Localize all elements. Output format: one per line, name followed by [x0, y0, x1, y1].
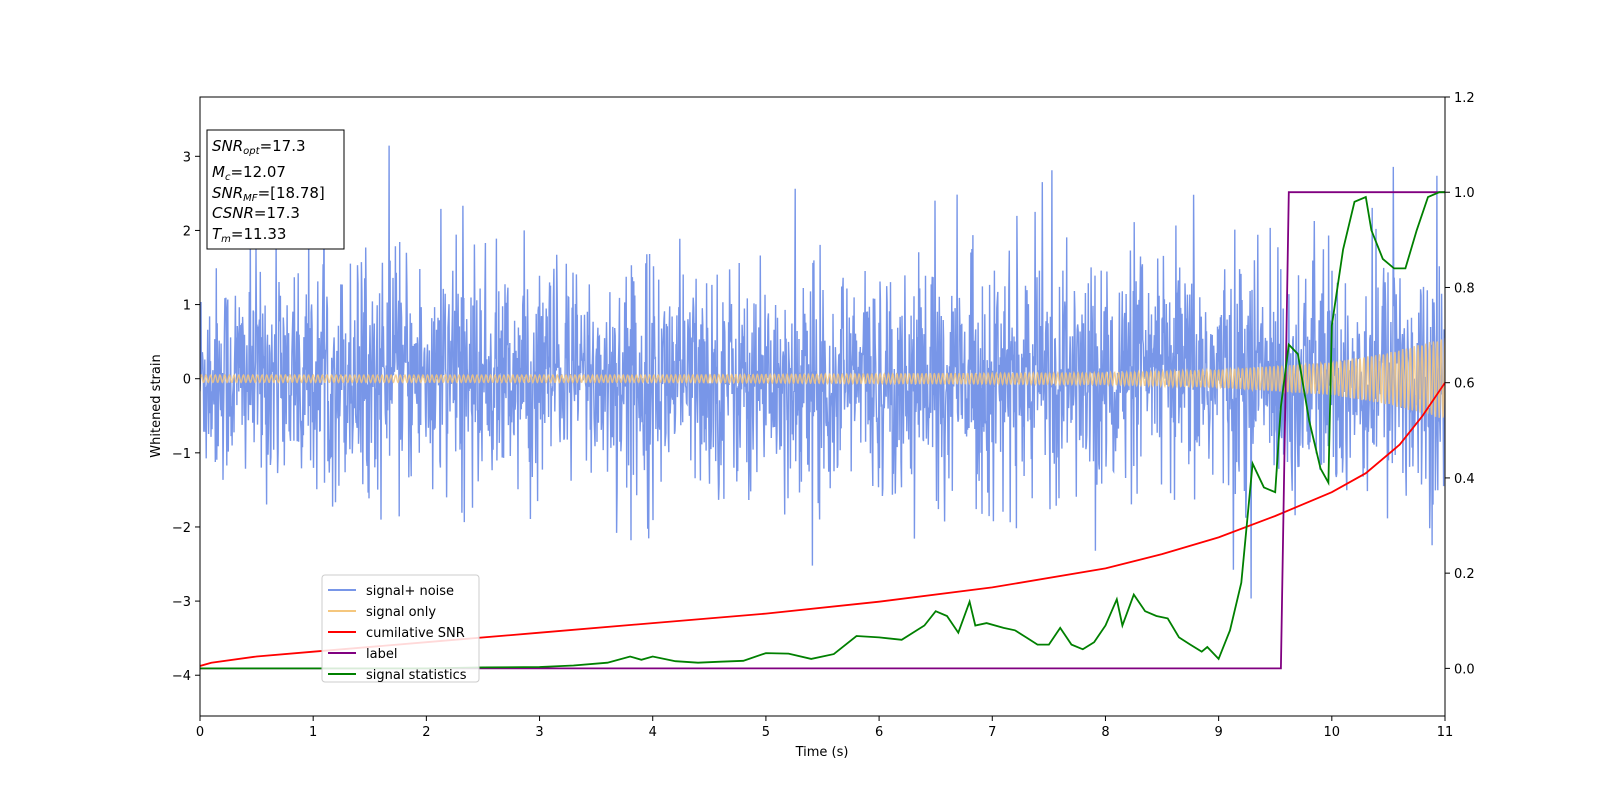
x-tick-label: 9	[1214, 725, 1222, 740]
y2-tick-label: 1.0	[1454, 186, 1475, 201]
x-axis: 0 1 2 3 4 5 6 7 8 9 10 11	[196, 716, 1453, 740]
y2-tick-label: 0.0	[1454, 662, 1475, 677]
x-tick-label: 4	[649, 725, 657, 740]
x-tick-label: 6	[875, 725, 883, 740]
y-tick-label: −4	[172, 669, 191, 684]
legend-signal-only: signal only	[366, 605, 436, 620]
info-snr-mf: SNRMF=[18.78]	[212, 184, 325, 204]
x-tick-label: 2	[422, 725, 430, 740]
x-tick-label: 1	[309, 725, 317, 740]
x-tick-label: 5	[762, 725, 770, 740]
y-tick-label: −3	[172, 595, 191, 610]
y-axis-title: Whitened strain	[149, 354, 164, 457]
info-csnr: CSNR=17.3	[212, 204, 300, 222]
legend-label: label	[366, 647, 397, 662]
y-tick-label: 2	[183, 224, 191, 239]
y2-tick-label: 0.8	[1454, 281, 1475, 296]
series-cumulative-snr	[200, 382, 1445, 667]
series-layer	[200, 145, 1445, 670]
y-tick-label: 3	[183, 150, 191, 165]
y2-tick-label: 0.6	[1454, 377, 1475, 392]
y2-tick-label: 1.2	[1454, 91, 1475, 106]
y-tick-label: 0	[183, 373, 191, 388]
info-snr-opt: SNRopt=17.3	[212, 137, 306, 157]
y-tick-label: −1	[172, 447, 191, 462]
y-tick-label: −2	[172, 521, 191, 536]
series-label	[200, 191, 1445, 670]
y-tick-label: 1	[183, 299, 191, 314]
series-signal-noise	[200, 145, 1445, 599]
x-tick-label: 3	[535, 725, 543, 740]
legend-signal-statistics: signal statistics	[366, 668, 467, 683]
info-chirp-mass: Mc=12.07	[212, 163, 286, 183]
y-axis-right: 0.0 0.2 0.4 0.6 0.8 1.0 1.2	[1445, 91, 1475, 677]
plot-frame	[199, 96, 1446, 717]
info-tm: Tm=11.33	[212, 225, 286, 245]
x-tick-label: 11	[1437, 725, 1454, 740]
series-signal-only	[200, 337, 1445, 418]
y2-tick-label: 0.4	[1454, 472, 1475, 487]
legend-cumulative-snr: cumilative SNR	[366, 626, 465, 641]
x-tick-label: 0	[196, 725, 204, 740]
x-tick-label: 10	[1324, 725, 1341, 740]
x-tick-label: 8	[1101, 725, 1109, 740]
info-box: SNRopt=17.3 Mc=12.07 SNRMF=[18.78] CSNR=…	[206, 129, 345, 250]
series-signal-statistics	[200, 191, 1445, 670]
legend-signal-noise: signal+ noise	[366, 584, 454, 599]
x-axis-title: Time (s)	[795, 745, 849, 760]
legend: signal+ noise signal only cumilative SNR la…	[321, 574, 480, 683]
y-axis-left: −4 −3 −2 −1 0 1 2 3	[172, 150, 200, 684]
y2-tick-label: 0.2	[1454, 567, 1475, 582]
x-tick-label: 7	[988, 725, 996, 740]
